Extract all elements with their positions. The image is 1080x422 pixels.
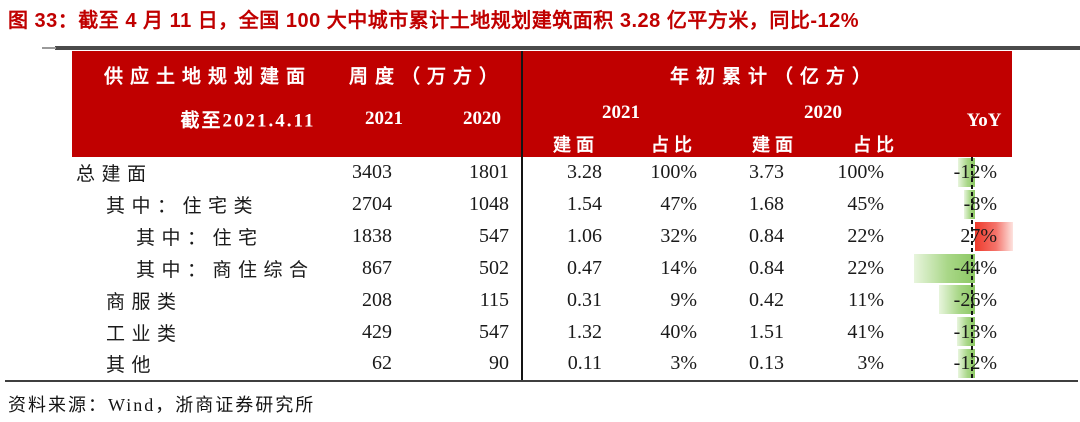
cell-cum-2021-share: 40% — [660, 320, 697, 343]
yoy-data-bar — [939, 285, 975, 315]
table-bottom-border — [5, 380, 1078, 382]
cell-label: 其中：住宅 — [136, 228, 264, 250]
cell-cum-2020-area: 0.13 — [749, 352, 784, 375]
source-note: 资料来源：Wind，浙商证券研究所 — [8, 395, 316, 415]
cell-weekly-2020: 547 — [479, 225, 509, 248]
cell-cum-2021-area: 1.32 — [567, 320, 602, 343]
header-cumulative-group: 年初累计（亿方） — [669, 66, 879, 88]
figure-title: 图 33：截至 4 月 11 日，全国 100 大中城市累计土地规划建筑面积 3… — [8, 10, 860, 32]
cell-cum-2020-area: 1.68 — [749, 193, 784, 216]
cell-yoy: 27% — [960, 225, 997, 248]
header-group-label: 供应土地规划建面 — [103, 66, 313, 88]
header-yoy: YoY — [966, 110, 1002, 131]
cell-weekly-2020: 502 — [479, 256, 509, 279]
table-row: 其中：商住综合 867 502 0.47 14% 0.84 22% -44% — [72, 253, 1012, 285]
header-cumulative-year-2021: 2021 — [602, 102, 640, 123]
cell-weekly-2021: 3403 — [352, 161, 392, 184]
table-row: 商服类 208 115 0.31 9% 0.42 11% -26% — [72, 284, 1012, 316]
cell-weekly-2020: 90 — [489, 352, 509, 375]
cell-yoy: -13% — [953, 320, 997, 343]
yoy-data-bar — [958, 349, 975, 379]
cell-cum-2021-share: 32% — [660, 225, 697, 248]
cell-weekly-2020: 1801 — [469, 161, 509, 184]
table-row: 总建面 3403 1801 3.28 100% 3.73 100% -12% — [72, 157, 1012, 189]
table-row: 其中：住宅 1838 547 1.06 32% 0.84 22% 27% — [72, 221, 1013, 253]
cell-cum-2020-share: 41% — [847, 320, 884, 343]
cell-cum-2021-share: 9% — [670, 288, 697, 311]
cell-cum-2020-area: 0.84 — [749, 256, 784, 279]
cell-cum-2021-area: 0.31 — [567, 288, 602, 311]
cell-cum-2020-area: 3.73 — [749, 161, 784, 184]
table-row: 其中：住宅类 2704 1048 1.54 47% 1.68 45% -8% — [72, 189, 1012, 221]
cell-yoy: -12% — [953, 352, 997, 375]
cell-weekly-2021: 1838 — [352, 225, 392, 248]
cell-cum-2021-area: 0.47 — [567, 256, 602, 279]
table-top-border-shade — [42, 47, 56, 49]
cell-weekly-2021: 2704 — [352, 193, 392, 216]
cell-cum-2020-share: 22% — [847, 225, 884, 248]
header-as-of-date: 截至2021.4.11 — [180, 110, 316, 132]
cell-cum-2021-share: 47% — [660, 193, 697, 216]
yoy-data-bar — [975, 221, 1013, 251]
cell-cum-2020-area: 1.51 — [749, 320, 784, 343]
header-sub-area-2020: 建面 — [752, 135, 798, 155]
cell-weekly-2020: 1048 — [469, 193, 509, 216]
cell-weekly-2021: 429 — [362, 320, 392, 343]
cell-label: 其他 — [106, 355, 158, 377]
yoy-data-bar — [914, 253, 975, 283]
cell-cum-2021-area: 1.06 — [567, 225, 602, 248]
cell-cum-2020-area: 0.42 — [749, 288, 784, 311]
yoy-data-bar — [957, 317, 975, 347]
header-cumulative-year-2020: 2020 — [804, 102, 842, 123]
cell-cum-2021-share: 14% — [660, 256, 697, 279]
header-sub-share-2021: 占比 — [651, 135, 697, 155]
section-divider-line — [521, 51, 523, 380]
cell-weekly-2021: 208 — [362, 288, 392, 311]
table-row: 其他 62 90 0.11 3% 0.13 3% -12% — [72, 348, 1012, 380]
cell-cum-2020-share: 22% — [847, 256, 884, 279]
header-weekly-group: 周度（万方） — [348, 66, 506, 88]
cell-weekly-2021: 62 — [372, 352, 392, 375]
cell-cum-2021-area: 1.54 — [567, 193, 602, 216]
cell-cum-2020-share: 3% — [857, 352, 884, 375]
cell-yoy: -12% — [953, 161, 997, 184]
cell-label: 总建面 — [76, 164, 153, 186]
yoy-zero-axis-line — [971, 157, 973, 380]
cell-cum-2020-area: 0.84 — [749, 225, 784, 248]
header-weekly-year-2021: 2021 — [365, 108, 403, 129]
cell-cum-2021-area: 3.28 — [567, 161, 602, 184]
header-sub-area-2021: 建面 — [553, 135, 599, 155]
cell-yoy: -44% — [953, 256, 997, 279]
yoy-data-bar — [964, 189, 975, 219]
cell-yoy: -8% — [963, 193, 997, 216]
cell-label: 工业类 — [106, 323, 183, 345]
header-sub-share-2020: 占比 — [853, 135, 899, 155]
table-row: 工业类 429 547 1.32 40% 1.51 41% -13% — [72, 316, 1012, 348]
cell-cum-2020-share: 100% — [837, 161, 884, 184]
cell-cum-2021-share: 100% — [650, 161, 697, 184]
cell-cum-2021-area: 0.11 — [567, 352, 602, 375]
cell-weekly-2020: 115 — [479, 288, 509, 311]
cell-cum-2020-share: 45% — [847, 193, 884, 216]
cell-label: 其中：商住综合 — [136, 259, 315, 281]
cell-cum-2020-share: 11% — [848, 288, 884, 311]
cell-weekly-2020: 547 — [479, 320, 509, 343]
cell-label: 其中：住宅类 — [106, 196, 260, 218]
cell-cum-2021-share: 3% — [670, 352, 697, 375]
table-header: 供应土地规划建面 周度（万方） 年初累计（亿方） 截至2021.4.11 202… — [72, 51, 1012, 157]
table-body: 总建面 3403 1801 3.28 100% 3.73 100% -12% 其中：住宅类 270… — [72, 157, 1013, 380]
header-weekly-year-2020: 2020 — [463, 108, 501, 129]
yoy-data-bar — [958, 158, 975, 187]
cell-weekly-2021: 867 — [362, 256, 392, 279]
cell-yoy: -26% — [953, 288, 997, 311]
cell-label: 商服类 — [106, 291, 183, 313]
table-top-border — [55, 46, 1080, 50]
